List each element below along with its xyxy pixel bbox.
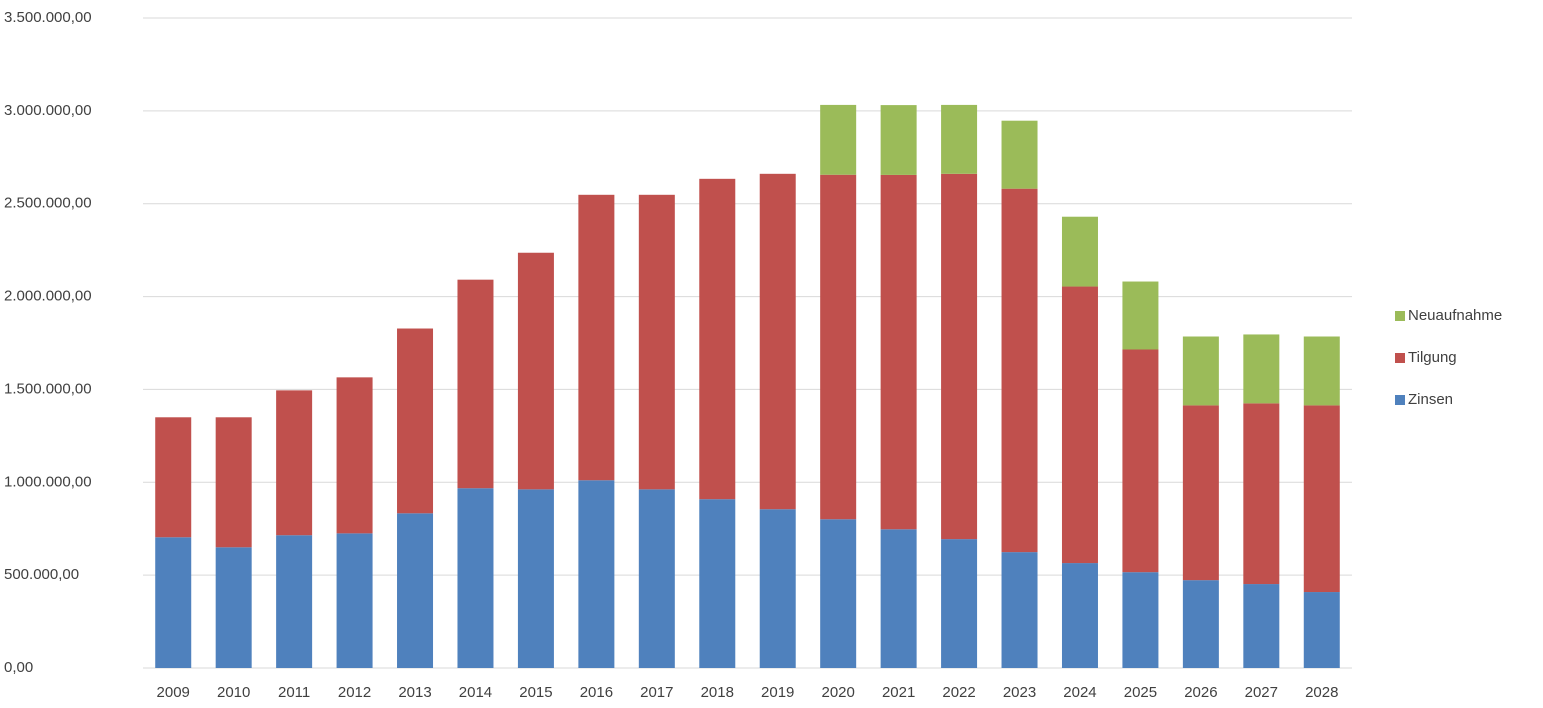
legend-label: Zinsen: [1408, 391, 1453, 408]
legend-swatch: [1395, 353, 1405, 363]
bar-segment: [820, 105, 856, 175]
bar-segment: [881, 175, 917, 529]
bar-segment: [1002, 121, 1038, 189]
bar-segment: [639, 195, 675, 490]
bar-segment: [397, 329, 433, 514]
legend-label: Tilgung: [1408, 349, 1457, 366]
bar-segment: [760, 174, 796, 509]
x-tick-label: 2016: [580, 684, 613, 701]
bar-segment: [1183, 405, 1219, 580]
bar-segment: [881, 529, 917, 668]
bar-segment: [457, 488, 493, 668]
bar-segment: [1122, 572, 1158, 668]
x-tick-label: 2011: [278, 684, 310, 701]
bar-segment: [881, 105, 917, 175]
x-tick-label: 2027: [1245, 684, 1278, 701]
bar-segment: [1002, 552, 1038, 668]
x-tick-label: 2015: [519, 684, 552, 701]
bar-segment: [1002, 189, 1038, 552]
bar-segment: [1062, 287, 1098, 564]
bar-segment: [578, 195, 614, 480]
x-tick-label: 2010: [217, 684, 250, 701]
y-tick-label: 2.500.000,00: [4, 195, 92, 212]
bar-segment: [578, 480, 614, 668]
bar-segment: [1243, 584, 1279, 668]
bar-segment: [1062, 563, 1098, 668]
x-tick-label: 2018: [701, 684, 734, 701]
x-tick-label: 2026: [1184, 684, 1217, 701]
y-tick-label: 500.000,00: [4, 566, 79, 583]
chart: 0,00 500.000,00 1.000.000,00 1.500.000,00 2.…: [0, 0, 1543, 708]
bar-segment: [1243, 334, 1279, 403]
x-tick-label: 2014: [459, 684, 492, 701]
x-tick-label: 2021: [882, 684, 915, 701]
bar-segment: [216, 417, 252, 547]
y-tick-label: 2.000.000,00: [4, 288, 92, 305]
bar-segment: [1062, 217, 1098, 287]
bar-segment: [941, 174, 977, 539]
y-tick-label: 3.500.000,00: [4, 9, 92, 26]
x-tick-label: 2023: [1003, 684, 1036, 701]
x-tick-label: 2020: [821, 684, 854, 701]
bar-segment: [820, 519, 856, 668]
x-tick-label: 2013: [398, 684, 431, 701]
bar-segment: [639, 489, 675, 668]
bar-segment: [1122, 282, 1158, 350]
x-tick-label: 2009: [157, 684, 190, 701]
bar-segment: [941, 539, 977, 668]
y-tick-label: 1.000.000,00: [4, 473, 92, 490]
y-tick-label: 3.000.000,00: [4, 102, 92, 119]
bar-segment: [699, 179, 735, 499]
bar-segment: [1304, 405, 1340, 592]
bar-segment: [1183, 580, 1219, 668]
x-tick-label: 2019: [761, 684, 794, 701]
bar-segment: [337, 377, 373, 533]
bar-segment: [276, 390, 312, 535]
bar-segment: [457, 280, 493, 489]
x-tick-label: 2022: [942, 684, 975, 701]
x-tick-label: 2024: [1063, 684, 1096, 701]
bar-segment: [1304, 337, 1340, 406]
bar-segment: [1243, 403, 1279, 584]
bar-segment: [216, 547, 252, 668]
bar-segment: [760, 509, 796, 668]
bar-segment: [155, 537, 191, 668]
bar-segment: [820, 175, 856, 520]
legend-label: Neuaufnahme: [1408, 307, 1502, 324]
legend-swatch: [1395, 311, 1405, 321]
y-tick-label: 0,00: [4, 659, 33, 676]
bar-segment: [397, 513, 433, 668]
bar-segment: [337, 533, 373, 668]
y-tick-label: 1.500.000,00: [4, 380, 92, 397]
x-tick-label: 2012: [338, 684, 371, 701]
bar-segment: [518, 489, 554, 668]
bar-segment: [1122, 350, 1158, 573]
x-tick-label: 2025: [1124, 684, 1157, 701]
bar-segment: [1183, 337, 1219, 406]
x-tick-label: 2028: [1305, 684, 1338, 701]
bar-segment: [155, 417, 191, 537]
bar-segment: [276, 535, 312, 668]
bar-segment: [518, 253, 554, 490]
bar-segment: [1304, 592, 1340, 668]
bar-segment: [699, 499, 735, 668]
legend-swatch: [1395, 395, 1405, 405]
x-tick-label: 2017: [640, 684, 673, 701]
bar-segment: [941, 105, 977, 174]
